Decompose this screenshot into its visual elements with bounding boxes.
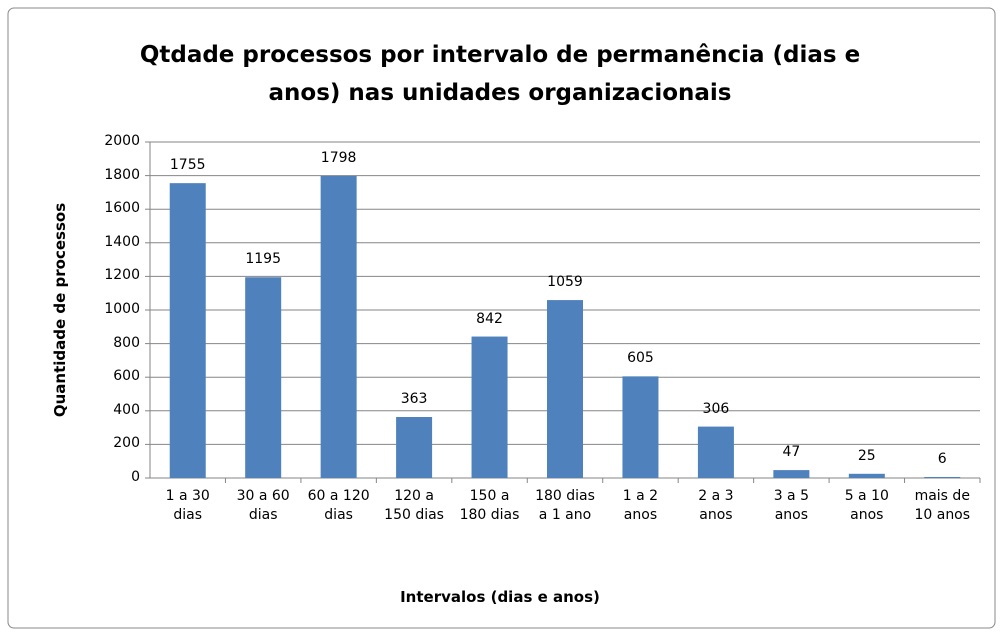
data-label: 1195: [245, 251, 281, 268]
y-axis-label: Quantidade de processos: [51, 202, 69, 418]
x-tick-label: 60 a 120 dias: [307, 488, 370, 523]
bar: [471, 336, 508, 478]
x-tick-label: 3 a 5 anos: [773, 488, 809, 523]
x-axis-label: Intervalos (dias e anos): [400, 588, 600, 606]
x-tick-label: 2 a 3 anos: [698, 488, 734, 523]
y-tick-label: 1200: [104, 267, 140, 284]
bar: [773, 470, 810, 478]
bar: [320, 175, 357, 478]
bar: [622, 376, 659, 478]
data-label: 1798: [320, 149, 357, 166]
bar: [169, 183, 206, 478]
data-label: 1755: [169, 157, 206, 174]
data-label: 306: [702, 400, 730, 417]
x-tick-label: mais de 10 anos: [914, 488, 971, 523]
x-tick-label: 120 a 150 dias: [384, 488, 444, 523]
chart-title: Qtdade processos por intervalo de perman…: [139, 42, 861, 106]
y-tick-label: 2000: [104, 133, 140, 149]
bar: [924, 476, 961, 478]
x-tick-label: 180 dias a 1 ano: [535, 488, 595, 523]
data-label: 25: [857, 447, 876, 464]
bar: [396, 417, 433, 478]
data-label: 6: [937, 450, 947, 467]
x-tick-label: 1 a 30 dias: [165, 488, 210, 523]
y-tick-label: 600: [113, 368, 140, 385]
x-tick-label: 5 a 10 anos: [844, 488, 889, 523]
bar: [547, 300, 583, 478]
data-label: 1059: [547, 274, 583, 291]
y-tick-label: 800: [113, 334, 140, 351]
y-tick-label: 1600: [104, 200, 140, 217]
data-label: 363: [400, 391, 428, 408]
y-tick-label: 1000: [104, 301, 140, 317]
y-tick-label: 1800: [104, 166, 140, 183]
y-tick-label: 200: [113, 435, 140, 452]
data-label: 842: [476, 310, 503, 327]
data-label: 605: [627, 350, 654, 367]
x-tick-label: 150 a 180 dias: [459, 488, 520, 523]
y-tick-label: 400: [113, 401, 140, 418]
y-tick-label: 0: [131, 469, 140, 485]
bar: [245, 277, 282, 478]
x-tick-label: 1 a 2 anos: [622, 488, 659, 523]
x-tick-label: 30 a 60 dias: [236, 488, 290, 523]
bar: [697, 426, 734, 478]
bar: [848, 473, 885, 478]
y-tick-label: 1400: [104, 233, 140, 250]
data-label: 47: [782, 444, 801, 461]
